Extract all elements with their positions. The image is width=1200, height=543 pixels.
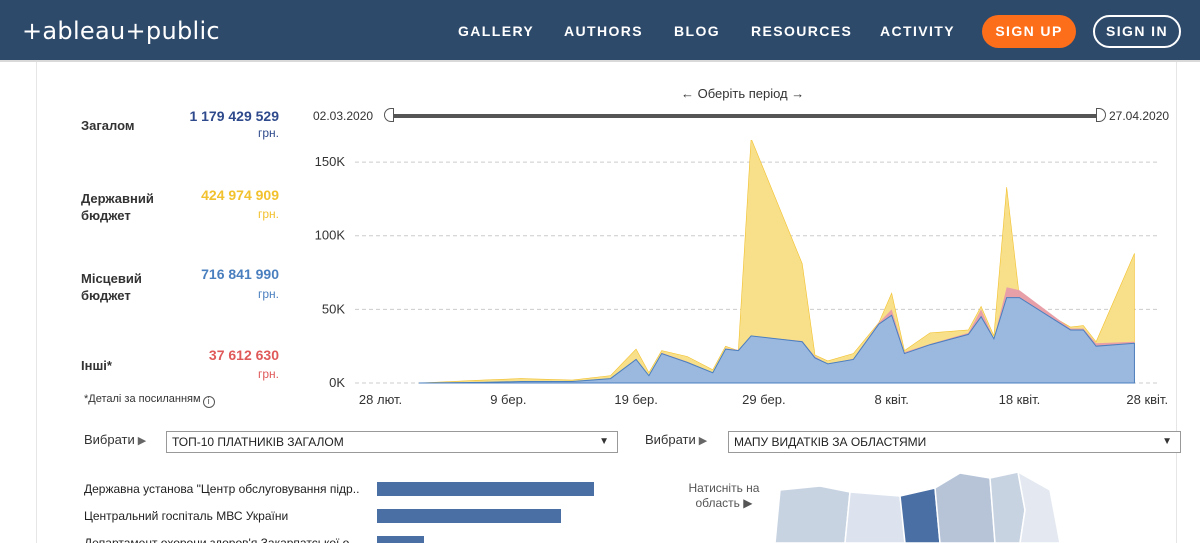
total-value: 1 179 429 529 [189, 108, 279, 124]
chevron-down-icon: ▼ [1162, 436, 1172, 447]
total-unit: грн. [257, 126, 279, 140]
map-region[interactable] [899, 487, 941, 543]
nav-gallery[interactable]: GALLERY [458, 23, 535, 39]
info-icon[interactable]: i [202, 396, 215, 408]
x-tick-label: 18 квіт. [999, 392, 1041, 407]
other-value: 37 612 630 [208, 347, 279, 363]
x-tick-label: 28 квіт. [1126, 392, 1168, 407]
local-budget-unit: грн. [257, 287, 279, 301]
selector1-label-text: Вибрати [84, 432, 135, 447]
triangle-right-icon: ▶ [698, 435, 708, 447]
period-slider-track[interactable] [390, 114, 1100, 118]
details-note-text: *Деталі за посиланням [84, 393, 201, 405]
payer-label: Державна установа "Центр обслуговування … [84, 482, 360, 496]
period-slider-start-handle[interactable] [384, 108, 394, 122]
sign-up-button[interactable]: SIGN UP [982, 15, 1076, 48]
other-unit: грн. [257, 367, 279, 381]
period-slider-end-handle[interactable] [1096, 108, 1106, 122]
details-note[interactable]: *Деталі за посиланням i [84, 393, 215, 408]
selector2-label-text: Вибрати [645, 432, 696, 447]
top-navigation-bar: +ableau+public GALLERY AUTHORS BLOG RESO… [0, 0, 1200, 62]
local-budget-label: Місцевий бюджет [81, 271, 142, 303]
selector2-label: Вибрати ▶ [645, 432, 707, 447]
sign-in-button[interactable]: SIGN IN [1093, 15, 1181, 48]
expenses-area-chart[interactable]: 0K 50K 100K 150K 28 лют. 9 бер. 19 бер. 29 бер.… [300, 140, 1170, 415]
series-local-area [418, 297, 1135, 384]
map-hint: Натисніть на область ▶ [688, 481, 760, 510]
period-label: ← Оберіть період → [681, 86, 805, 101]
y-tick-label: 150K [315, 154, 346, 169]
y-tick-label: 100K [315, 228, 346, 243]
map-region[interactable] [934, 472, 996, 543]
selector1-label: Вибрати ▶ [84, 432, 146, 447]
chevron-down-icon: ▼ [599, 436, 609, 447]
triangle-right-icon: ▶ [137, 435, 147, 447]
series-total-area [418, 140, 1135, 384]
regions-map[interactable] [760, 470, 1060, 543]
map-view-dropdown[interactable]: МАПУ ВИДАТКІВ ЗА ОБЛАСТЯМИ ▼ [728, 431, 1181, 453]
map-view-dropdown-value: МАПУ ВИДАТКІВ ЗА ОБЛАСТЯМИ [734, 435, 927, 449]
map-region[interactable] [844, 491, 906, 543]
state-budget-unit: грн. [257, 207, 279, 221]
x-tick-label: 19 бер. [614, 392, 657, 407]
x-tick-label: 8 квіт. [874, 392, 908, 407]
nav-activity[interactable]: ACTIVITY [880, 23, 955, 39]
top-payers-dropdown-value: ТОП-10 ПЛАТНИКІВ ЗАГАЛОМ [172, 435, 344, 449]
total-label: Загалом [81, 118, 135, 133]
map-region[interactable] [774, 485, 851, 543]
period-start-date: 02.03.2020 [313, 109, 374, 123]
state-budget-label: Державний бюджет [81, 191, 154, 223]
payer-bar[interactable] [377, 536, 424, 543]
period-end-date: 27.04.2020 [1109, 109, 1170, 123]
payer-bar[interactable] [377, 482, 594, 496]
y-tick-label: 50K [322, 301, 345, 316]
nav-resources[interactable]: RESOURCES [751, 23, 853, 39]
logo-text: +ableau+public [22, 17, 220, 45]
payer-label: Департамент охорони здоров'я Закарпатськ… [84, 536, 357, 543]
payer-label: Центральний госпіталь МВС України [84, 509, 289, 523]
local-budget-value: 716 841 990 [201, 266, 279, 282]
x-tick-label: 9 бер. [490, 392, 526, 407]
payer-bar[interactable] [377, 509, 561, 523]
dashboard-frame [36, 62, 1177, 543]
x-tick-label: 29 бер. [742, 392, 785, 407]
other-label: Інші* [81, 358, 112, 373]
x-tick-label: 28 лют. [359, 392, 402, 407]
nav-blog[interactable]: BLOG [674, 23, 721, 39]
top-payers-dropdown[interactable]: ТОП-10 ПЛАТНИКІВ ЗАГАЛОМ ▼ [166, 431, 618, 453]
state-budget-value: 424 974 909 [201, 187, 279, 203]
y-tick-label: 0K [329, 375, 345, 390]
tableau-public-logo[interactable]: +ableau+public [22, 14, 220, 48]
nav-authors[interactable]: AUTHORS [564, 23, 644, 39]
map-region[interactable] [1016, 470, 1060, 543]
